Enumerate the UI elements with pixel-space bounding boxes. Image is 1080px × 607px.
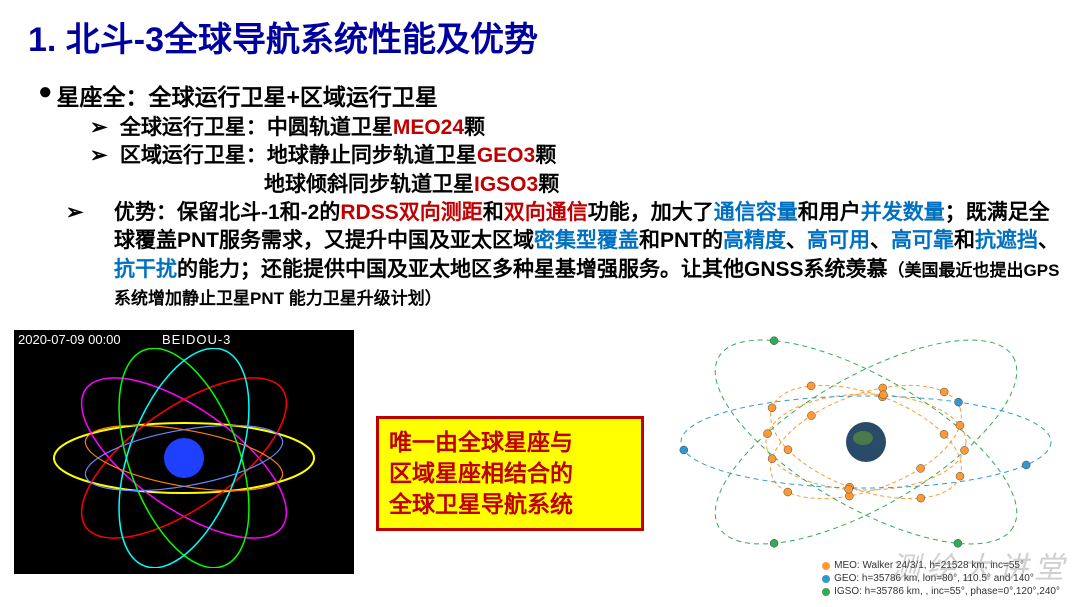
legend-dot-icon bbox=[822, 588, 830, 596]
diagrams-row: 2020-07-09 00:00 BEIDOU-3 唯一由全球星座与 区域星座相… bbox=[0, 330, 1080, 606]
bullet-text: 星座全：全球运行卫星+区域运行卫星 bbox=[57, 78, 438, 112]
sub-row-1: ➢ 全球运行卫星：中圆轨道卫星MEO24颗 bbox=[90, 114, 1060, 142]
arrow-icon: ➢ bbox=[90, 199, 114, 227]
orbit-svg-right bbox=[666, 324, 1066, 574]
callout-line: 唯一由全球星座与 bbox=[389, 427, 631, 458]
callout-line: 区域星座相结合的 bbox=[389, 458, 631, 489]
callout-box: 唯一由全球星座与 区域星座相结合的 全球卫星导航系统 bbox=[376, 416, 644, 531]
legend-row-igso: IGSO: h=35786 km, , inc=55°, phase=0°,12… bbox=[822, 585, 1060, 598]
orbit-diagram-right bbox=[666, 324, 1066, 574]
sub-bullets: ➢ 全球运行卫星：中圆轨道卫星MEO24颗 ➢ 区域运行卫星：地球静止同步轨道卫… bbox=[90, 114, 1060, 312]
orbit-timestamp: 2020-07-09 00:00 bbox=[18, 332, 121, 347]
orbit-label: BEIDOU-3 bbox=[162, 332, 231, 347]
arrow-icon: ➢ bbox=[90, 114, 114, 142]
legend-row-meo: MEO: Walker 24/3/1, h=21528 km, inc=55° bbox=[822, 559, 1060, 572]
orbit-svg bbox=[34, 348, 334, 568]
legend-dot-icon bbox=[822, 575, 830, 583]
slide-title: 1. 北斗-3全球导航系统性能及优势 bbox=[28, 12, 538, 61]
legend-dot-icon bbox=[822, 562, 830, 570]
orbit-diagram-left: 2020-07-09 00:00 BEIDOU-3 bbox=[14, 330, 354, 574]
sub-row-3: ➢优势：保留北斗-1和-2的RDSS双向测距和双向通信功能，加大了通信容量和用户… bbox=[114, 199, 1060, 312]
legend-row-geo: GEO: h=35786 km, lon=80°, 110.5° and 140… bbox=[822, 572, 1060, 585]
sub-row-2b: 地球倾斜同步轨道卫星IGSO3颗 bbox=[90, 171, 1060, 199]
sub-row-2: ➢ 区域运行卫星：地球静止同步轨道卫星GEO3颗 bbox=[90, 142, 1060, 170]
legend: MEO: Walker 24/3/1, h=21528 km, inc=55° … bbox=[822, 559, 1060, 598]
bullet-dot: ● bbox=[38, 78, 53, 106]
slide: 1. 北斗-3全球导航系统性能及优势 ● 星座全：全球运行卫星+区域运行卫星 ➢… bbox=[0, 0, 1080, 607]
arrow-icon: ➢ bbox=[90, 142, 114, 170]
bullet-main: ● 星座全：全球运行卫星+区域运行卫星 bbox=[38, 78, 1060, 112]
content-block: ● 星座全：全球运行卫星+区域运行卫星 ➢ 全球运行卫星：中圆轨道卫星MEO24… bbox=[38, 78, 1060, 312]
callout-line: 全球卫星导航系统 bbox=[389, 489, 631, 520]
